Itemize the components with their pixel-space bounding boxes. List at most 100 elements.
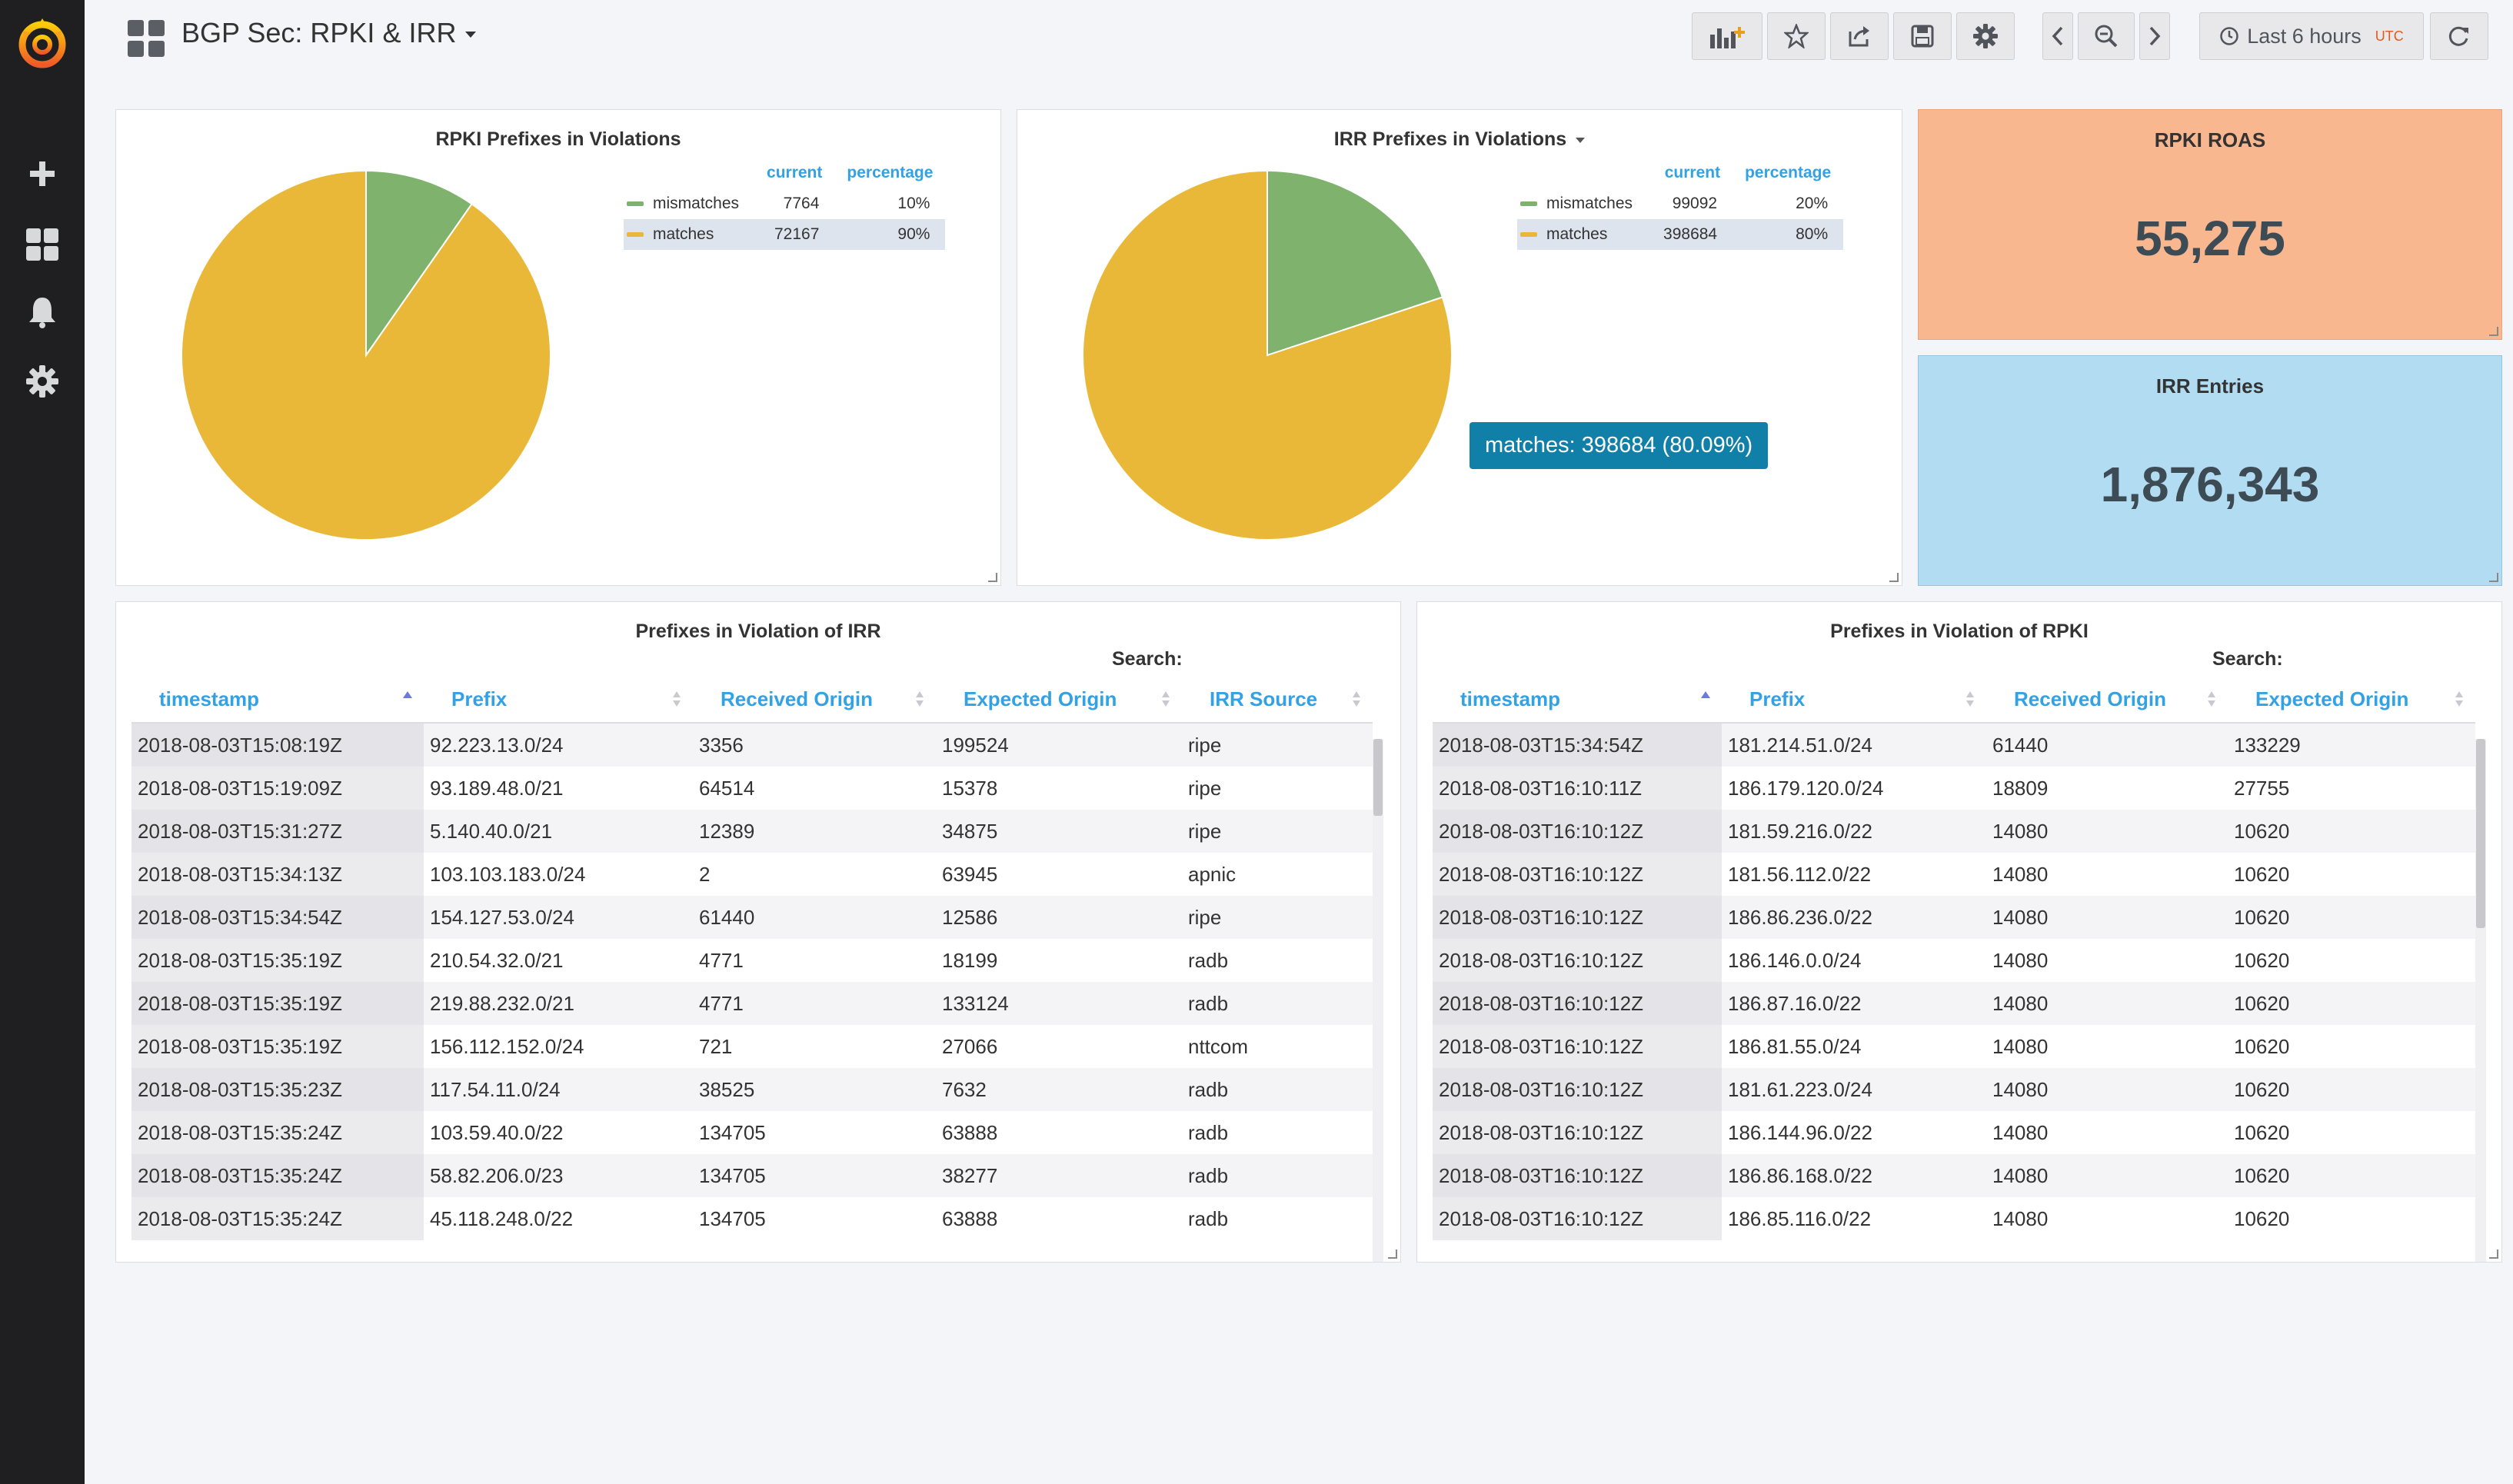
- table-scrollbar[interactable]: [2475, 739, 2486, 1262]
- column-header[interactable]: Expected Origin: [2228, 676, 2475, 724]
- panel-resize-handle[interactable]: [1889, 573, 1899, 582]
- legend-label: matches: [653, 225, 714, 243]
- sort-ascending-icon: [403, 691, 412, 698]
- refresh-button[interactable]: [2430, 12, 2488, 60]
- table-cell: 186.81.55.0/24: [1728, 1034, 1862, 1058]
- table-row[interactable]: 2018-08-03T15:35:24Z 45.118.248.0/22 13470…: [131, 1197, 1373, 1240]
- column-header[interactable]: IRR Source: [1182, 676, 1373, 724]
- table-cell: 133229: [2228, 723, 2475, 767]
- table-cell: 12389: [693, 810, 936, 853]
- panel-title[interactable]: RPKI ROAS: [2154, 128, 2266, 151]
- column-header[interactable]: timestamp: [1433, 676, 1722, 724]
- pie-slice-mismatches[interactable]: [365, 169, 473, 358]
- table-row[interactable]: 2018-08-03T15:35:19Z 210.54.32.0/21 4771 18…: [131, 939, 1373, 982]
- share-dashboard-button[interactable]: [1830, 12, 1889, 60]
- panel-resize-handle[interactable]: [1388, 1249, 1397, 1259]
- dashboards-icon[interactable]: [19, 221, 65, 268]
- table-row[interactable]: 2018-08-03T15:31:27Z 5.140.40.0/21 12389 34…: [131, 810, 1373, 853]
- table-row[interactable]: 2018-08-03T16:10:12Z 181.61.223.0/24 14080…: [1433, 1068, 2475, 1111]
- table-row[interactable]: 2018-08-03T15:08:19Z 92.223.13.0/24 3356 19…: [131, 723, 1373, 767]
- table-cell: 2018-08-03T15:35:19Z: [131, 1025, 424, 1068]
- column-header-label: Expected Origin: [964, 687, 1117, 710]
- legend-row-matches[interactable]: matches 72167 90%: [624, 219, 946, 250]
- panel-resize-handle[interactable]: [2489, 1249, 2498, 1259]
- table-row[interactable]: 2018-08-03T16:10:12Z 186.87.16.0/22 14080 1…: [1433, 982, 2475, 1025]
- table-cell: 2018-08-03T16:10:12Z: [1433, 1111, 1722, 1154]
- table-cell: 27066: [942, 1034, 998, 1058]
- table-cell: 14080: [1986, 982, 2228, 1025]
- sort-icon: [2455, 691, 2463, 707]
- zoom-out-button[interactable]: [2078, 12, 2135, 60]
- table-row[interactable]: 2018-08-03T16:10:12Z 186.85.116.0/22 14080…: [1433, 1197, 2475, 1240]
- table-cell: 14080: [1986, 896, 2228, 939]
- add-panel-button[interactable]: [1692, 12, 1762, 60]
- irr-violations-table: timestamp Prefix Received Origin Expected O…: [131, 676, 1373, 1240]
- table-row[interactable]: 2018-08-03T16:10:12Z 181.56.112.0/22 14080…: [1433, 853, 2475, 896]
- table-cell: ripe: [1188, 776, 1222, 800]
- table-row[interactable]: 2018-08-03T15:19:09Z 93.189.48.0/21 64514 1…: [131, 767, 1373, 810]
- panel-title[interactable]: RPKI Prefixes in Violations: [435, 128, 681, 150]
- scrollbar-thumb[interactable]: [2476, 739, 2485, 928]
- pie-slice-matches[interactable]: [181, 169, 551, 541]
- pie-hover-tooltip: matches: 398684 (80.09%): [1470, 422, 1769, 469]
- table-cell: 10620: [2234, 948, 2290, 972]
- panel-title[interactable]: IRR Entries: [2155, 374, 2265, 398]
- table-cell: 3356: [693, 723, 936, 767]
- legend-row-matches[interactable]: matches 398684 80%: [1517, 219, 1844, 250]
- table-row[interactable]: 2018-08-03T16:10:12Z 186.144.96.0/22 14080…: [1433, 1111, 2475, 1154]
- panel-title[interactable]: Prefixes in Violation of IRR: [635, 621, 881, 642]
- alerting-bell-icon[interactable]: [19, 289, 65, 335]
- panel-title-menu[interactable]: IRR Prefixes in Violations: [1017, 128, 1902, 151]
- irr-pie-chart[interactable]: [1079, 167, 1456, 544]
- grafana-logo-icon[interactable]: [11, 11, 74, 74]
- dashboard-title-picker[interactable]: BGP Sec: RPKI & IRR: [181, 17, 477, 49]
- table-row[interactable]: 2018-08-03T15:34:54Z 181.214.51.0/24 61440…: [1433, 723, 2475, 767]
- time-picker-button[interactable]: Last 6 hours UTC: [2199, 12, 2424, 60]
- star-dashboard-button[interactable]: [1767, 12, 1826, 60]
- rpki-pie-chart[interactable]: [178, 167, 554, 544]
- configuration-gear-icon[interactable]: [19, 358, 65, 404]
- column-header-label: timestamp: [1460, 687, 1561, 710]
- pie-slice-mismatches[interactable]: [1266, 169, 1444, 357]
- table-row[interactable]: 2018-08-03T16:10:12Z 181.59.216.0/22 14080…: [1433, 810, 2475, 853]
- legend-row-mismatches[interactable]: mismatches 7764 10%: [624, 188, 945, 219]
- table-row[interactable]: 2018-08-03T16:10:11Z 186.179.120.0/24 1880…: [1433, 767, 2475, 810]
- table-row[interactable]: 2018-08-03T16:10:12Z 186.86.236.0/22 14080…: [1433, 896, 2475, 939]
- table-cell: 186.85.116.0/22: [1728, 1206, 1872, 1230]
- legend-row-mismatches[interactable]: mismatches 99092 20%: [1517, 188, 1843, 219]
- scrollbar-thumb[interactable]: [1373, 739, 1383, 816]
- panel-title[interactable]: Prefixes in Violation of RPKI: [1830, 621, 2089, 642]
- table-row[interactable]: 2018-08-03T15:34:13Z 103.103.183.0/24 2 639…: [131, 853, 1373, 896]
- column-header[interactable]: Prefix: [424, 676, 693, 724]
- column-header[interactable]: Prefix: [1722, 676, 1986, 724]
- table-row[interactable]: 2018-08-03T15:34:54Z 154.127.53.0/24 61440…: [131, 896, 1373, 939]
- column-header[interactable]: Received Origin: [1986, 676, 2228, 724]
- table-cell: 103.59.40.0/22: [430, 1120, 564, 1144]
- table-cell: radb: [1188, 1120, 1229, 1144]
- table-row[interactable]: 2018-08-03T15:35:19Z 219.88.232.0/21 4771 1…: [131, 982, 1373, 1025]
- table-row[interactable]: 2018-08-03T15:35:24Z 58.82.206.0/23 134705…: [131, 1154, 1373, 1197]
- time-shift-back-button[interactable]: [2042, 12, 2073, 60]
- panel-resize-handle[interactable]: [2489, 327, 2498, 336]
- column-header[interactable]: Received Origin: [693, 676, 936, 724]
- pie-slice-matches[interactable]: [1082, 169, 1453, 541]
- legend-swatch: [627, 232, 644, 237]
- legend-col-percentage: percentage: [1745, 164, 1832, 181]
- table-row[interactable]: 2018-08-03T16:10:12Z 186.81.55.0/24 14080 1…: [1433, 1025, 2475, 1068]
- table-row[interactable]: 2018-08-03T15:35:19Z 156.112.152.0/24 721 2…: [131, 1025, 1373, 1068]
- table-row[interactable]: 2018-08-03T15:35:24Z 103.59.40.0/22 134705…: [131, 1111, 1373, 1154]
- table-cell: 63888: [942, 1206, 998, 1230]
- table-row[interactable]: 2018-08-03T15:35:23Z 117.54.11.0/24 38525 7…: [131, 1068, 1373, 1111]
- panel-resize-handle[interactable]: [988, 573, 997, 582]
- column-header[interactable]: timestamp: [131, 676, 424, 724]
- panel-resize-handle[interactable]: [2489, 573, 2498, 582]
- dashboard-settings-button[interactable]: [1956, 12, 2015, 60]
- table-cell: 2018-08-03T15:35:24Z: [131, 1111, 424, 1154]
- column-header[interactable]: Expected Origin: [936, 676, 1182, 724]
- save-dashboard-button[interactable]: [1893, 12, 1952, 60]
- create-plus-icon[interactable]: [19, 151, 65, 197]
- table-scrollbar[interactable]: [1373, 739, 1383, 1262]
- table-row[interactable]: 2018-08-03T16:10:12Z 186.86.168.0/22 14080…: [1433, 1154, 2475, 1197]
- table-row[interactable]: 2018-08-03T16:10:12Z 186.146.0.0/24 14080 1…: [1433, 939, 2475, 982]
- time-shift-forward-button[interactable]: [2139, 12, 2170, 60]
